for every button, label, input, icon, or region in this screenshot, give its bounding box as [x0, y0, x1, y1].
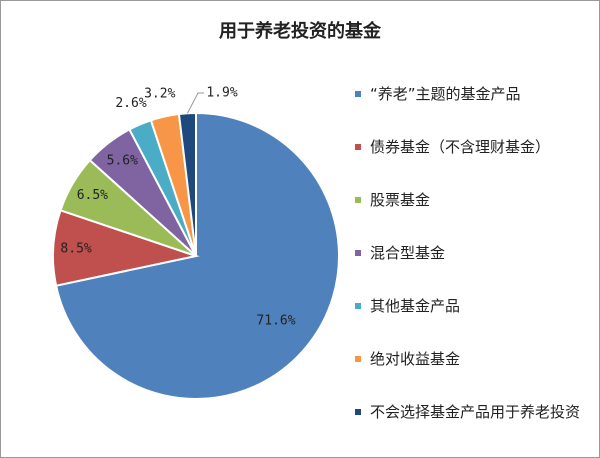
- legend-item: 债券基金（不含理财基金）: [352, 137, 588, 190]
- legend-marker: [355, 197, 361, 203]
- legend-label: 其他基金产品: [370, 297, 461, 315]
- legend-marker: [355, 91, 361, 97]
- legend-label: 债券基金（不含理财基金）: [370, 138, 551, 156]
- legend-marker: [355, 409, 361, 415]
- legend-label: 混合型基金: [370, 244, 446, 262]
- legend-item: 不会选择基金产品用于养老投资: [352, 402, 588, 455]
- data-label: 71.6%: [256, 313, 295, 328]
- legend-marker: [355, 356, 361, 362]
- legend-item: “养老”主题的基金产品: [352, 84, 588, 137]
- leader-line: [187, 92, 204, 114]
- data-label: 8.5%: [60, 242, 91, 257]
- legend-marker: [355, 303, 361, 309]
- legend-marker: [355, 144, 361, 150]
- legend: “养老”主题的基金产品债券基金（不含理财基金） 股票基金混合型基金其他基金产品 绝对…: [352, 84, 588, 455]
- legend-label: 股票基金: [370, 191, 431, 209]
- data-label: 5.6%: [107, 154, 138, 169]
- legend-item: 其他基金产品: [352, 296, 588, 349]
- legend-item: 股票基金: [352, 190, 588, 243]
- legend-label: “养老”主题的基金产品: [370, 85, 521, 103]
- data-label: 6.5%: [77, 188, 108, 203]
- legend-item: 混合型基金: [352, 243, 588, 296]
- legend-marker: [355, 250, 361, 256]
- legend-label: 不会选择基金产品用于养老投资: [370, 403, 581, 421]
- data-label: 2.6%: [115, 96, 146, 111]
- data-label: 1.9%: [206, 86, 237, 101]
- pie-slice: [177, 111, 197, 257]
- legend-label: 绝对收益基金: [370, 350, 461, 368]
- chart-title: 用于养老投资的基金: [219, 20, 382, 42]
- legend-item: 绝对收益基金: [352, 349, 588, 402]
- data-label: 3.2%: [144, 87, 175, 102]
